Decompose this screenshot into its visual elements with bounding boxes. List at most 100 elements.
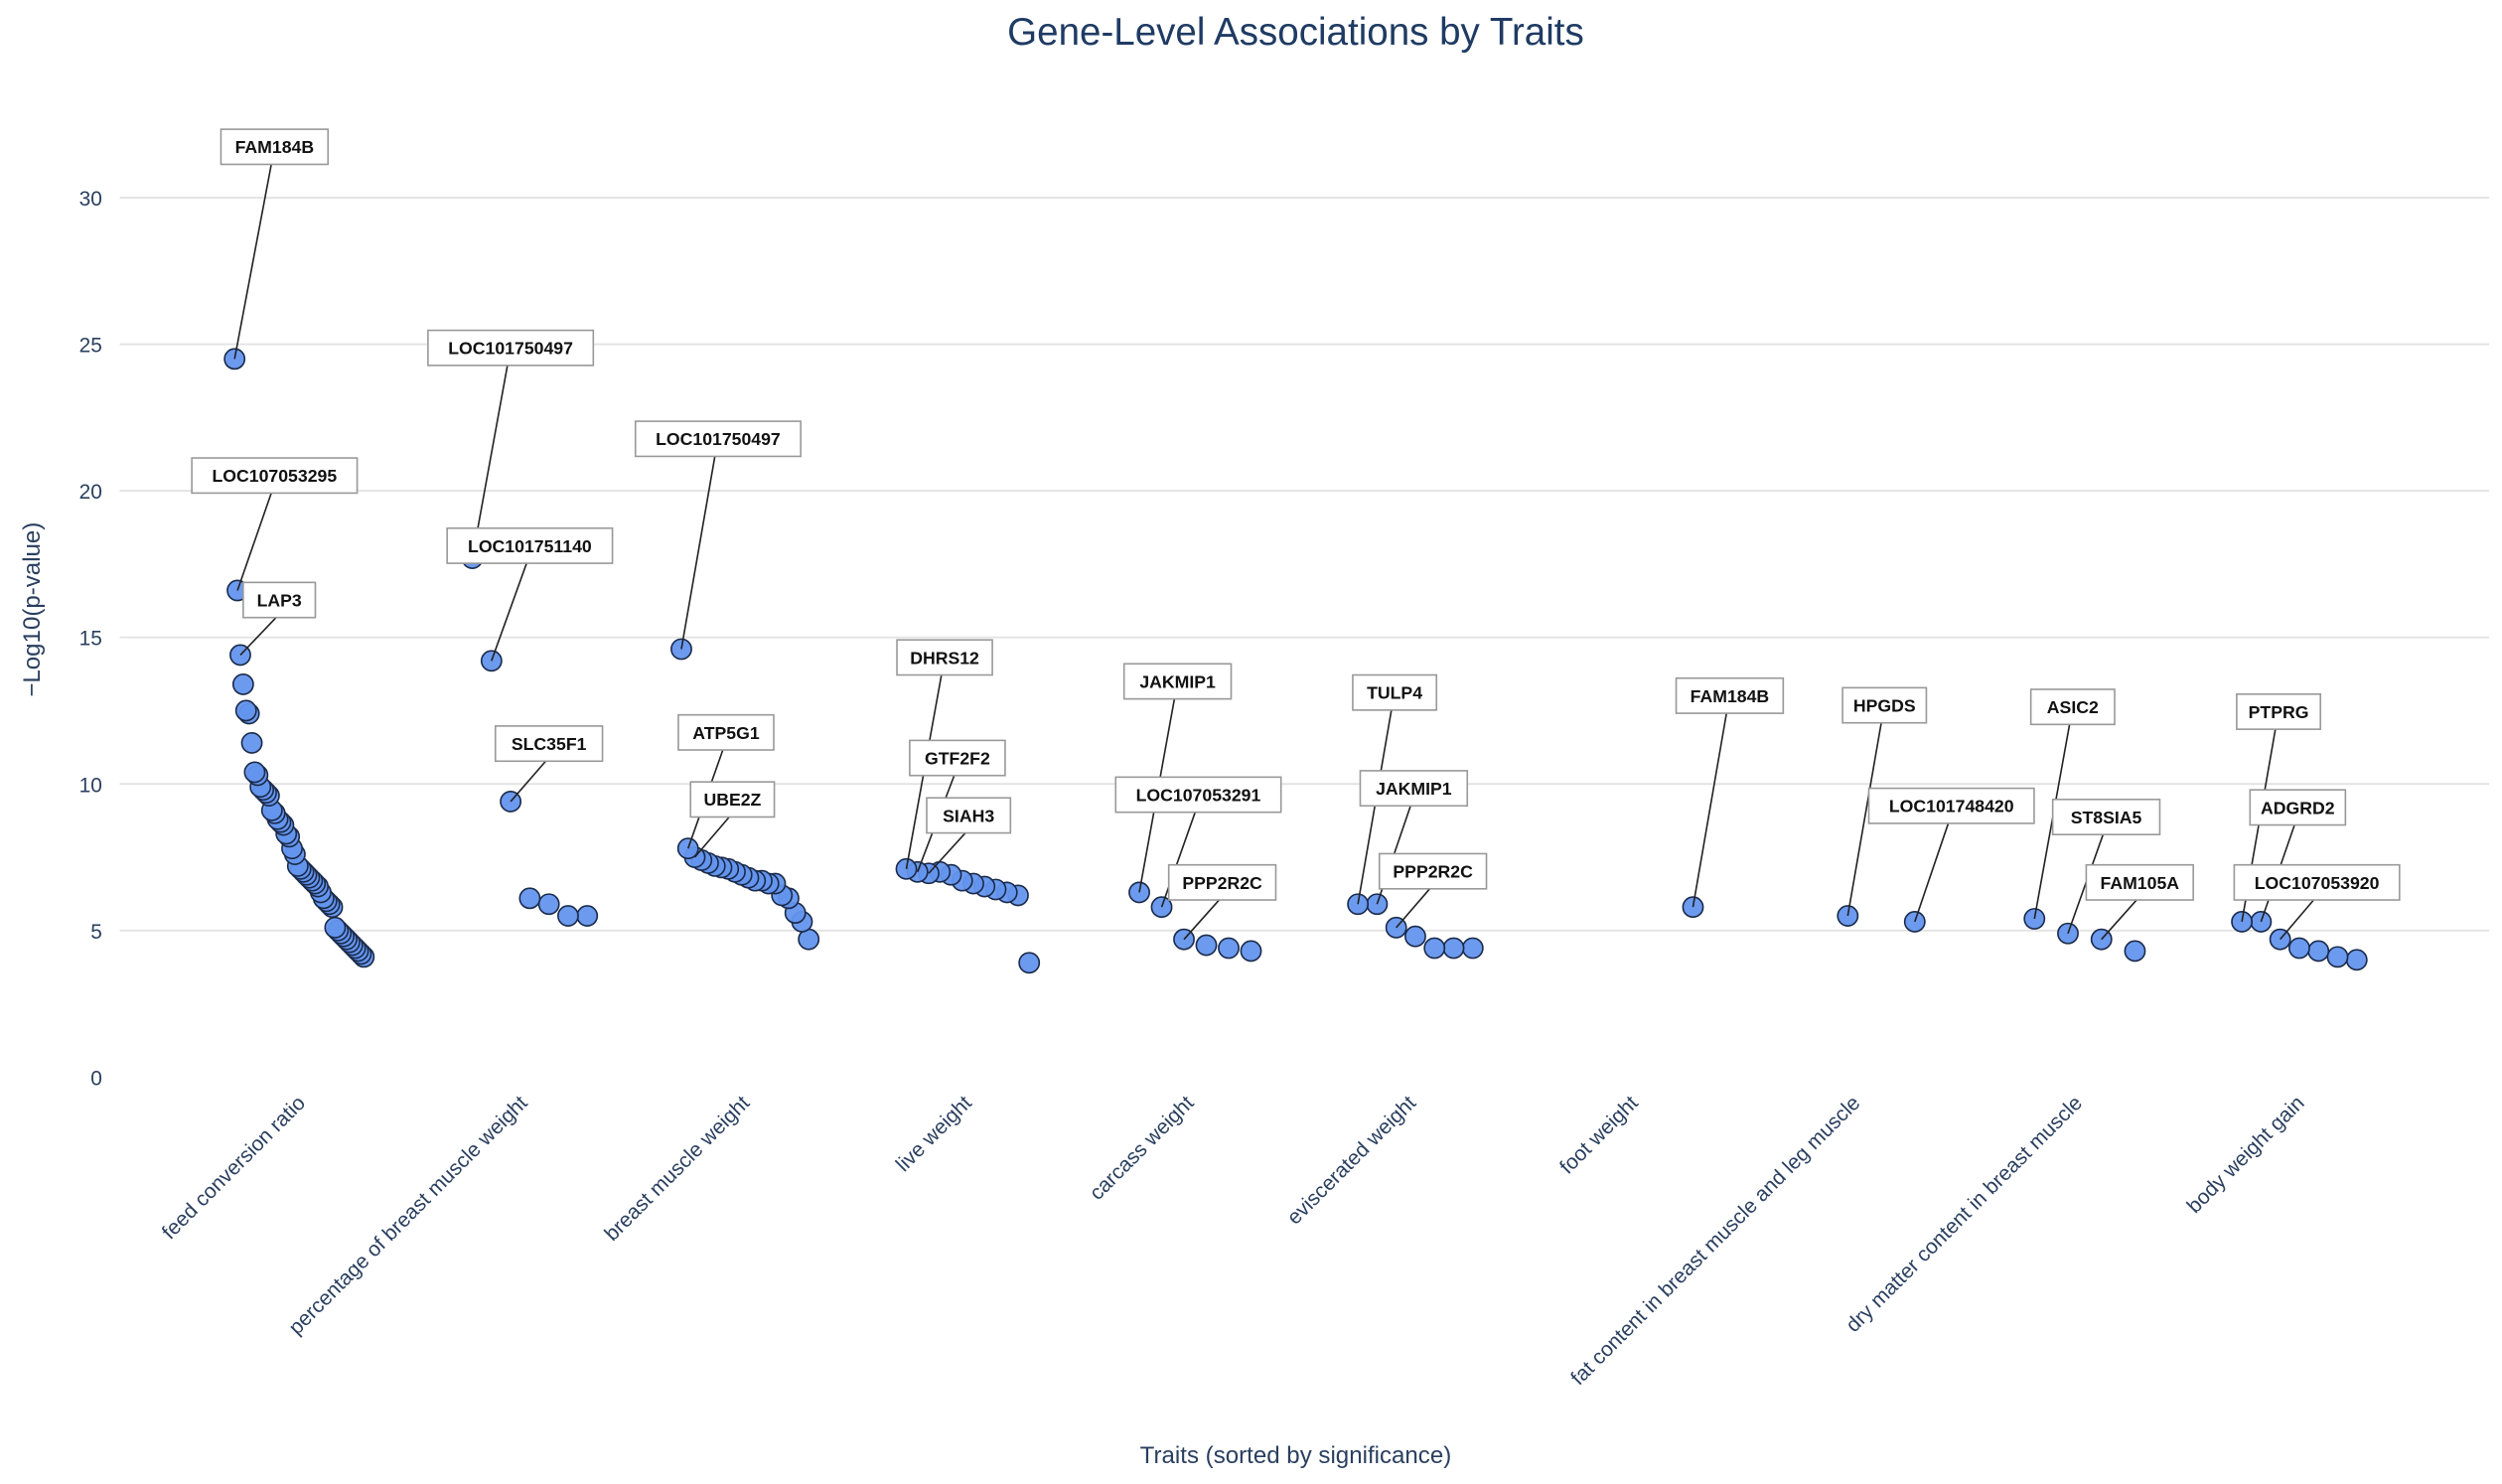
gene-annotation: FAM105A xyxy=(2085,863,2194,941)
annotation-box xyxy=(2236,693,2322,730)
annotation-label: FAM184B xyxy=(1691,686,1769,706)
annotation-box xyxy=(909,739,1006,777)
x-tick-label: live weight xyxy=(892,1092,976,1176)
data-point xyxy=(2124,940,2146,963)
gene-annotation: DHRS12 xyxy=(896,639,993,869)
gene-annotation: LOC107053295 xyxy=(191,457,359,591)
annotation-label: LOC101750497 xyxy=(448,339,573,359)
annotation-box xyxy=(220,128,330,166)
annotation-arrow xyxy=(680,456,716,650)
y-tick-label: 25 xyxy=(79,335,102,358)
annotation-arrow xyxy=(1183,899,1220,941)
annotation-box xyxy=(242,581,317,619)
gene-annotation: LOC101751140 xyxy=(446,526,614,662)
gene-annotation: SIAH3 xyxy=(926,797,1012,874)
data-point xyxy=(1195,934,1218,957)
annotation-box xyxy=(1867,787,2035,824)
annotation-arrow xyxy=(1160,812,1197,908)
annotation-box xyxy=(446,526,614,564)
data-point xyxy=(234,699,257,722)
data-point xyxy=(231,672,254,695)
annotation-label: DHRS12 xyxy=(910,648,979,668)
annotation-arrow xyxy=(471,365,509,559)
annotation-box xyxy=(689,781,776,818)
y-tick-label: 10 xyxy=(79,774,102,797)
annotation-arrow xyxy=(928,832,966,874)
x-tick-label: eviscerated weight xyxy=(1283,1092,1421,1230)
gene-annotation: LOC107053291 xyxy=(1114,776,1282,908)
gene-annotation: LAP3 xyxy=(239,581,317,656)
data-point xyxy=(1442,937,1465,960)
gene-annotation: PPP2R2C xyxy=(1378,852,1488,929)
data-point xyxy=(576,905,599,927)
annotation-box xyxy=(1841,686,1928,724)
data-point xyxy=(480,650,503,672)
annotation-box xyxy=(2085,863,2194,901)
gene-annotation: PPP2R2C xyxy=(1167,863,1277,941)
y-tick-label: 20 xyxy=(79,481,102,504)
annotation-label: SLC35F1 xyxy=(512,734,587,754)
x-tick-label: foot weight xyxy=(1555,1092,1643,1179)
gene-annotation: LOC101748420 xyxy=(1867,787,2035,923)
data-point xyxy=(2288,937,2310,960)
gene-annotation: ATP5G1 xyxy=(677,713,775,849)
gene-annotation: FAM184B xyxy=(220,128,330,360)
chart-title: Gene-Level Associations by Traits xyxy=(1007,11,1584,54)
annotation-arrow xyxy=(233,164,272,360)
gene-annotation: FAM184B xyxy=(1675,676,1785,908)
annotation-label: TULP4 xyxy=(1367,683,1422,703)
annotation-label: HPGDS xyxy=(1853,695,1916,715)
annotation-label: FAM184B xyxy=(235,137,314,157)
gene-annotation: HPGDS xyxy=(1841,686,1928,917)
annotation-arrow xyxy=(2101,899,2137,941)
annotation-box xyxy=(2051,799,2161,835)
annotation-box xyxy=(494,725,604,763)
gene-annotation: TULP4 xyxy=(1352,673,1438,905)
gene-annotation: ADGRD2 xyxy=(2249,789,2347,923)
gene-annotation: LOC107053920 xyxy=(2233,863,2401,941)
annotation-arrow xyxy=(1846,722,1882,917)
gene-annotation: JAKMIP1 xyxy=(1122,663,1233,893)
y-axis-ticks: 0 5 10 15 20 25 30 xyxy=(79,188,102,1090)
annotation-box xyxy=(1359,770,1469,808)
data-point xyxy=(1218,937,1240,960)
annotation-label: JAKMIP1 xyxy=(1376,779,1452,799)
annotation-box xyxy=(677,713,775,751)
y-tick-label: 0 xyxy=(90,1067,102,1090)
annotation-arrow xyxy=(2280,899,2315,941)
annotation-label: JAKMIP1 xyxy=(1139,671,1216,691)
annotation-arrow xyxy=(510,760,547,803)
annotation-arrow xyxy=(239,617,277,656)
annotation-label: GTF2F2 xyxy=(925,748,990,768)
data-point xyxy=(324,916,347,939)
data-point xyxy=(243,761,266,784)
gene-annotation: UBE2Z xyxy=(689,781,776,858)
annotation-box xyxy=(2249,789,2347,826)
data-point xyxy=(1240,940,1262,963)
annotation-arrow xyxy=(236,493,272,591)
data-point xyxy=(2307,940,2330,963)
annotation-box xyxy=(1167,863,1277,901)
y-tick-label: 15 xyxy=(79,628,102,651)
y-tick-label: 30 xyxy=(79,188,102,211)
x-tick-label: breast muscle weight xyxy=(600,1092,754,1246)
gene-annotation: GTF2F2 xyxy=(909,739,1006,873)
annotation-label: ATP5G1 xyxy=(692,723,760,743)
annotation-box xyxy=(1675,676,1785,714)
annotation-box xyxy=(1114,776,1282,814)
x-tick-label: dry matter content in breast muscle xyxy=(1841,1092,2087,1337)
annotation-arrow xyxy=(1692,712,1728,908)
data-point xyxy=(557,905,579,927)
annotation-arrow xyxy=(1914,822,1950,923)
annotation-label: PTPRG xyxy=(2249,702,2309,722)
annotation-box xyxy=(1378,852,1488,890)
annotation-label: LOC101750497 xyxy=(656,429,781,449)
annotation-box xyxy=(896,639,993,676)
data-point xyxy=(670,638,692,661)
annotation-label: PPP2R2C xyxy=(1182,873,1262,893)
annotation-label: SIAH3 xyxy=(943,806,994,825)
annotation-label: LAP3 xyxy=(257,590,302,610)
annotation-box xyxy=(1122,663,1233,700)
annotation-label: LOC107053291 xyxy=(1136,785,1261,805)
